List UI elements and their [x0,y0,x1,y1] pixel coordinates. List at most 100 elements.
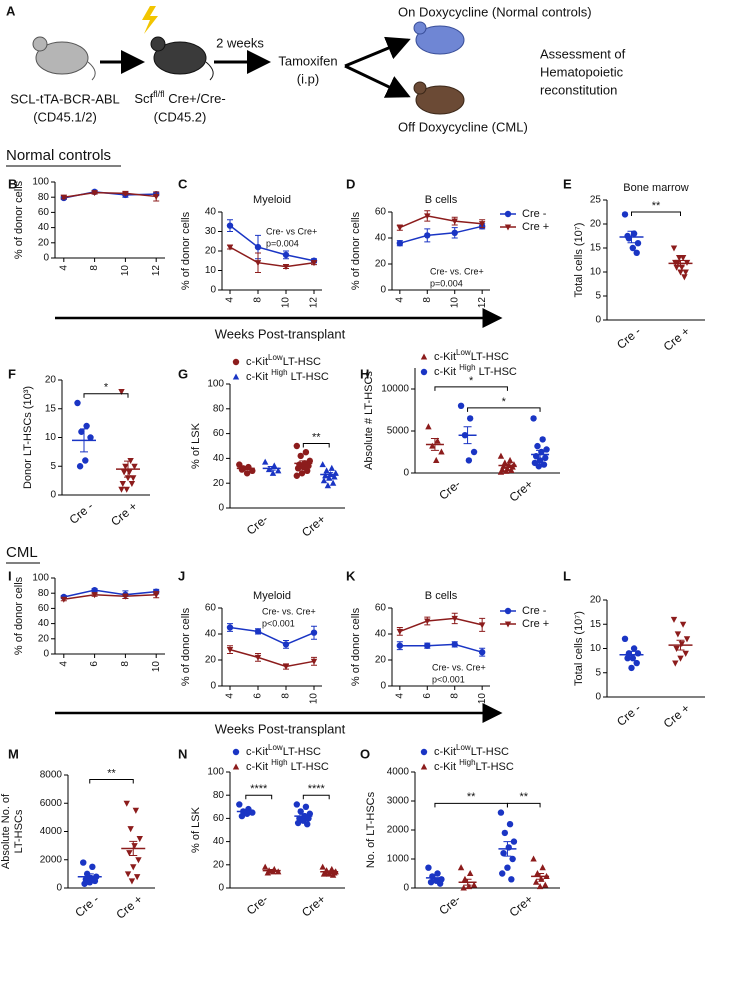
panel-letter: A [6,3,16,18]
panel-letter: I [8,568,12,583]
data-point [118,486,125,493]
y-tick-label: 0 [218,503,224,514]
data-point [60,596,67,603]
group-label: Cre - [614,701,643,729]
data-point [534,442,541,450]
significance-bracket [631,211,681,216]
x-tick-label: 8 [449,693,460,699]
data-point [497,809,505,816]
data-point [329,871,337,878]
x-tick-label: 10 [449,297,460,309]
y-tick-label: 10000 [381,384,409,395]
data-point [506,456,514,463]
legend-label: c-KitLowLT-HSC [434,743,509,758]
y-tick-label: 20 [45,375,57,386]
data-point [630,645,638,652]
y-axis-label: % of donor cells [13,576,25,655]
x-tick-label: 8 [253,297,264,303]
y-tick-label: 60 [213,813,225,824]
x-tick-label: 6 [422,693,433,699]
data-point [133,874,141,881]
group-label: Cre + [661,701,693,731]
y-axis-label: % of donor cells [350,607,362,686]
data-point [302,803,310,810]
y-tick-label: 4000 [40,826,63,837]
y-tick-label: 3000 [387,796,410,807]
y-tick-label: 10 [205,265,217,276]
panel-letter: B [8,176,17,191]
data-point [304,467,311,474]
y-axis-label: % of LSK [190,422,202,469]
y-tick-label: 40 [213,453,225,464]
y-tick-label: 0 [595,692,601,703]
y-tick-label: 20 [205,655,217,666]
significance-label: **** [308,783,326,795]
y-tick-label: 6000 [40,798,63,809]
data-point [424,232,431,239]
x-tick-label: 6 [89,661,100,667]
y-tick-label: 5 [595,291,601,302]
data-point [535,463,542,470]
x-tick-label: 4 [225,693,236,699]
data-point [60,194,67,201]
data-point [136,836,143,843]
data-point [319,461,326,468]
y-tick-label: 0 [50,490,56,501]
x-tick-label: 8 [120,661,131,667]
data-point [429,442,436,449]
significance-bracket [434,802,508,808]
y-tick-label: 0 [56,883,62,894]
line [229,225,315,262]
panel-letter: G [178,366,188,381]
data-point [673,645,680,653]
data-point [470,881,478,888]
significance-bracket [245,794,273,800]
data-point [128,480,136,488]
data-point [633,249,640,256]
line [229,626,315,646]
data-point [135,857,142,864]
data-point [254,260,262,267]
interval-label: 2 weeks [216,35,264,50]
data-point [310,260,318,267]
error-bar [536,449,545,460]
mouse-label: (CD45.2) [154,109,207,124]
significance-bracket [506,802,541,808]
data-point [506,821,514,828]
legend-label: Cre - [522,605,547,617]
chart-title: B cells [425,194,458,206]
data-point [424,642,431,649]
y-tick-label: 5 [595,667,601,678]
data-point [86,879,93,886]
legend-label: c-Kit High LT-HSC [246,368,329,383]
data-point [323,467,330,474]
y-tick-label: 40 [213,836,225,847]
data-point [530,855,537,862]
data-point [433,456,440,463]
mouse-label: (CD45.1/2) [33,109,97,124]
data-point [465,457,473,464]
y-tick-label: 15 [590,243,602,254]
panel-letter: N [178,746,187,761]
legend-swatch [232,763,240,770]
error-bar [676,639,685,651]
y-axis-label: Absolute No. of [0,793,12,869]
y-axis-label: Total cells (10⁷) [573,223,585,298]
y-axis-label: LT-HSCs [13,809,25,853]
annotation: p<0.001 [432,674,465,684]
group-label: Cre - [72,892,101,920]
x-tick-label: 6 [253,693,264,699]
y-tick-label: 100 [32,573,49,584]
x-tick-label: 4 [58,265,69,271]
data-point [254,628,262,635]
y-tick-label: 25 [590,195,602,206]
data-point [325,870,333,877]
data-point [457,864,465,871]
error-bar [503,841,512,857]
legend-label: c-Kit High LT-HSC [246,758,329,773]
significance-label: ** [652,200,661,212]
y-tick-label: 20 [205,246,217,257]
significance-label: **** [250,783,268,795]
error-bar [676,259,685,267]
x-tick-label: 4 [58,661,69,667]
